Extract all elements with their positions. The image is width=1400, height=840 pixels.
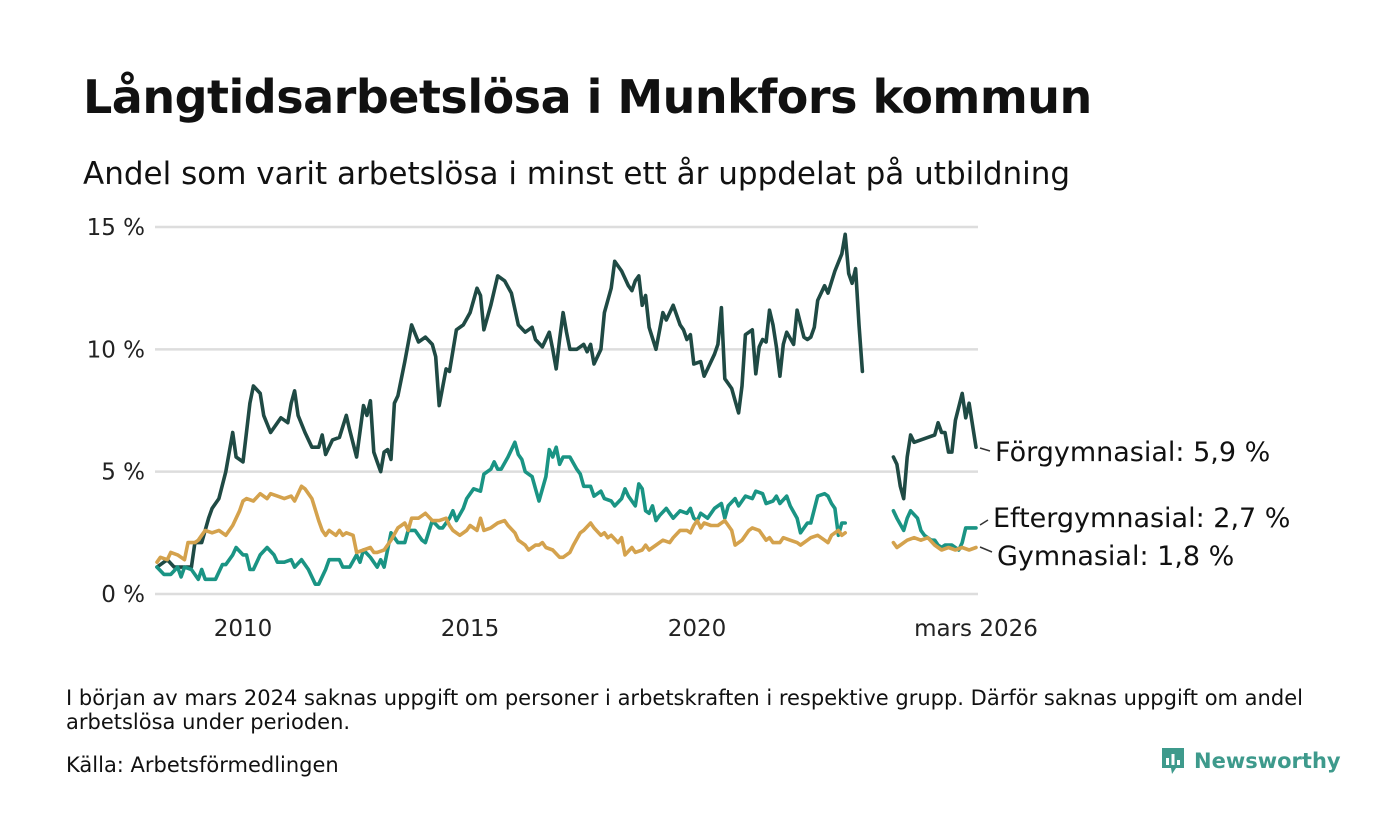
chart-source: Källa: Arbetsförmedlingen [66, 753, 339, 777]
chart-note: I början av mars 2024 saknas uppgift om … [66, 686, 1303, 734]
x-axis-ticks: 2010 2015 2020 mars 2026 [214, 616, 1038, 642]
series-line-eftergymnasial-segment-1 [155, 440, 848, 587]
label-leader-förgymnasial [979, 447, 991, 452]
x-tick-label: 2015 [441, 616, 500, 642]
series-line-gymnasial-segment-1 [155, 484, 848, 565]
y-tick-label: 5 % [101, 460, 145, 486]
series-line-förgymnasial-segment-1 [155, 232, 865, 569]
series-line-förgymnasial-segment-2 [891, 391, 978, 501]
chart-title: Långtidsarbetslösa i Munkfors kommun [83, 70, 1092, 124]
y-axis-ticks: 0 % 5 % 10 % 15 % [87, 215, 145, 608]
series-lines [155, 232, 978, 587]
x-tick-label: 2010 [214, 616, 273, 642]
y-tick-label: 15 % [87, 215, 145, 241]
series-label-gymnasial: Gymnasial: 1,8 % [997, 541, 1234, 572]
series-labels: Förgymnasial: 5,9 % Eftergymnasial: 2,7 %… [979, 437, 1290, 572]
label-leader-gymnasial [979, 546, 993, 553]
chart-subtitle: Andel som varit arbetslösa i minst ett å… [83, 156, 1071, 192]
brand-name: Newsworthy [1194, 749, 1341, 773]
bar-chart-bubble-icon [1162, 748, 1184, 774]
x-tick-label: 2020 [668, 616, 727, 642]
y-tick-label: 10 % [87, 337, 145, 363]
y-tick-label: 0 % [101, 582, 145, 608]
x-tick-label: mars 2026 [914, 616, 1038, 642]
brand-logo[interactable]: Newsworthy [1160, 746, 1341, 776]
series-label-förgymnasial: Förgymnasial: 5,9 % [995, 437, 1270, 468]
series-label-eftergymnasial: Eftergymnasial: 2,7 % [993, 503, 1290, 534]
label-leader-eftergymnasial [979, 519, 989, 526]
line-chart: 0 % 5 % 10 % 15 % 2010 2015 2020 mars 2026 För… [87, 215, 1291, 642]
series-line-gymnasial-segment-2 [891, 535, 978, 552]
grid-lines [155, 225, 978, 596]
